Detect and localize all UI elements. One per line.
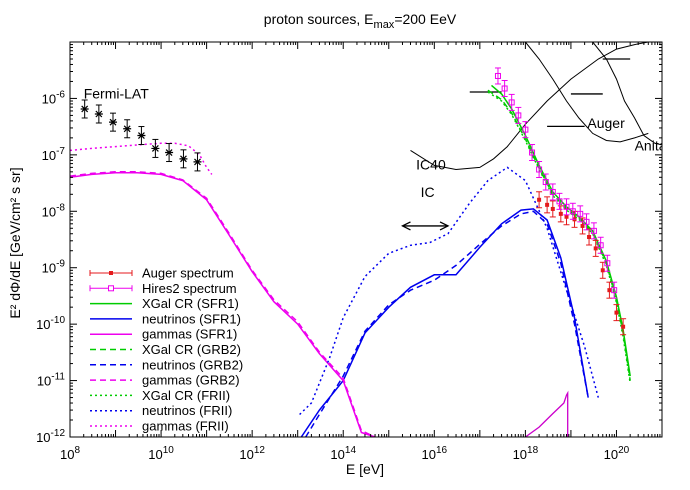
gamma-bump-line bbox=[525, 390, 569, 437]
axes: 108 1010 1012 1014 1016 1018 1020 10-6 10-7 10-8 1… bbox=[36, 41, 663, 462]
x-axis-label: E [eV] bbox=[346, 461, 384, 477]
y-tick-label: 10-9 bbox=[42, 259, 66, 276]
legend-entry-label: XGal CR (SFR1) bbox=[142, 296, 239, 311]
data-point bbox=[558, 211, 563, 216]
y-tick-label: 10-8 bbox=[42, 202, 66, 219]
data-point bbox=[529, 149, 536, 156]
fermi-point bbox=[109, 118, 118, 126]
fermi-point bbox=[137, 132, 146, 139]
data-point bbox=[587, 235, 592, 240]
ic-arrow-head-right bbox=[439, 221, 450, 231]
data-point bbox=[556, 198, 563, 205]
data-point bbox=[593, 246, 598, 251]
data-point bbox=[501, 85, 508, 92]
y-tick-label: 10-11 bbox=[37, 372, 66, 389]
legend-entry-label: gammas (GRB2) bbox=[142, 373, 240, 388]
data-point bbox=[611, 287, 618, 294]
fermi-point bbox=[165, 149, 174, 156]
series-line bbox=[70, 171, 376, 437]
annotation-ic40: IC40 bbox=[416, 157, 446, 173]
x-tick-label: 108 bbox=[60, 445, 80, 462]
legend-entry-label: neutrinos (GRB2) bbox=[142, 357, 243, 372]
data-point bbox=[564, 214, 569, 219]
y-tick-label: 10-6 bbox=[42, 89, 66, 106]
legend-swatch-marker bbox=[108, 285, 114, 292]
plot-area: Fermi-LAT IC40 Auger Anita IC bbox=[70, 42, 667, 437]
data-point bbox=[600, 268, 605, 273]
x-tick-label: 1016 bbox=[422, 445, 448, 462]
data-point bbox=[508, 99, 515, 106]
data-point bbox=[494, 72, 501, 79]
fermi-point bbox=[123, 125, 132, 133]
legend-entry-label: gammas (FRII) bbox=[142, 419, 229, 434]
data-point bbox=[537, 197, 542, 202]
annotation-fermi-lat: Fermi-LAT bbox=[84, 85, 150, 101]
ic-arrow-head-left bbox=[401, 221, 411, 231]
data-point bbox=[569, 208, 576, 215]
plot-frame bbox=[69, 41, 663, 438]
data-point bbox=[621, 324, 626, 329]
fermi-point bbox=[151, 145, 160, 152]
series-line bbox=[487, 91, 631, 384]
fermi-point bbox=[94, 110, 103, 118]
x-tick-label: 1010 bbox=[148, 445, 174, 462]
x-tick-label: 1020 bbox=[604, 445, 630, 462]
data-point bbox=[549, 188, 556, 195]
data-point bbox=[536, 166, 543, 173]
data-point bbox=[545, 202, 550, 207]
series-line bbox=[70, 172, 376, 437]
series-line bbox=[299, 166, 600, 416]
legend-swatch-marker bbox=[109, 271, 113, 275]
legend-entry-label: neutrinos (SFR1) bbox=[142, 311, 241, 326]
legend-entry-label: gammas (SFR1) bbox=[142, 327, 237, 342]
annotation-auger: Auger bbox=[587, 115, 625, 131]
fermi-point bbox=[179, 155, 188, 163]
series-line bbox=[487, 89, 631, 381]
data-point bbox=[614, 310, 619, 315]
data-point bbox=[590, 227, 597, 234]
series-line bbox=[300, 208, 589, 437]
fermi-point bbox=[193, 158, 202, 166]
chart-title: proton sources, Emax=200 EeV bbox=[264, 11, 457, 31]
y-tick-label: 10-7 bbox=[42, 146, 66, 163]
legend-entry-label: XGal CR (GRB2) bbox=[142, 342, 241, 357]
data-point bbox=[542, 179, 549, 186]
x-tick-label: 1014 bbox=[330, 445, 356, 462]
legend-entry-label: Hires2 spectrum bbox=[142, 281, 237, 296]
annotation-anita: Anita bbox=[635, 137, 667, 153]
data-point bbox=[607, 288, 612, 293]
x-tick-label: 1018 bbox=[513, 445, 539, 462]
series-line bbox=[70, 142, 213, 175]
y-tick-label: 10-10 bbox=[36, 315, 65, 332]
legend-entry-label: neutrinos (FRII) bbox=[142, 403, 232, 418]
legend-entry-label: XGal CR (FRII) bbox=[142, 388, 230, 403]
data-point bbox=[563, 203, 570, 210]
x-tick-label: 1012 bbox=[239, 445, 265, 462]
data-point bbox=[515, 112, 522, 119]
y-tick-label: 10-12 bbox=[36, 428, 65, 445]
annotation-ic: IC bbox=[421, 184, 435, 200]
data-point bbox=[597, 242, 604, 249]
y-axis-label: E² dΦ/dE [GeV/cm² s sr] bbox=[7, 167, 23, 318]
limit-curve-auger bbox=[525, 42, 649, 143]
limit-curve-anita bbox=[592, 42, 662, 146]
legend-entry-label: Auger spectrum bbox=[142, 266, 234, 281]
data-point bbox=[580, 223, 585, 228]
fermi-point bbox=[80, 105, 89, 113]
data-point bbox=[522, 126, 529, 133]
data-point bbox=[550, 206, 555, 211]
data-point bbox=[583, 218, 590, 225]
data-point bbox=[577, 210, 584, 217]
data-point bbox=[604, 260, 611, 267]
series-line bbox=[305, 210, 589, 437]
